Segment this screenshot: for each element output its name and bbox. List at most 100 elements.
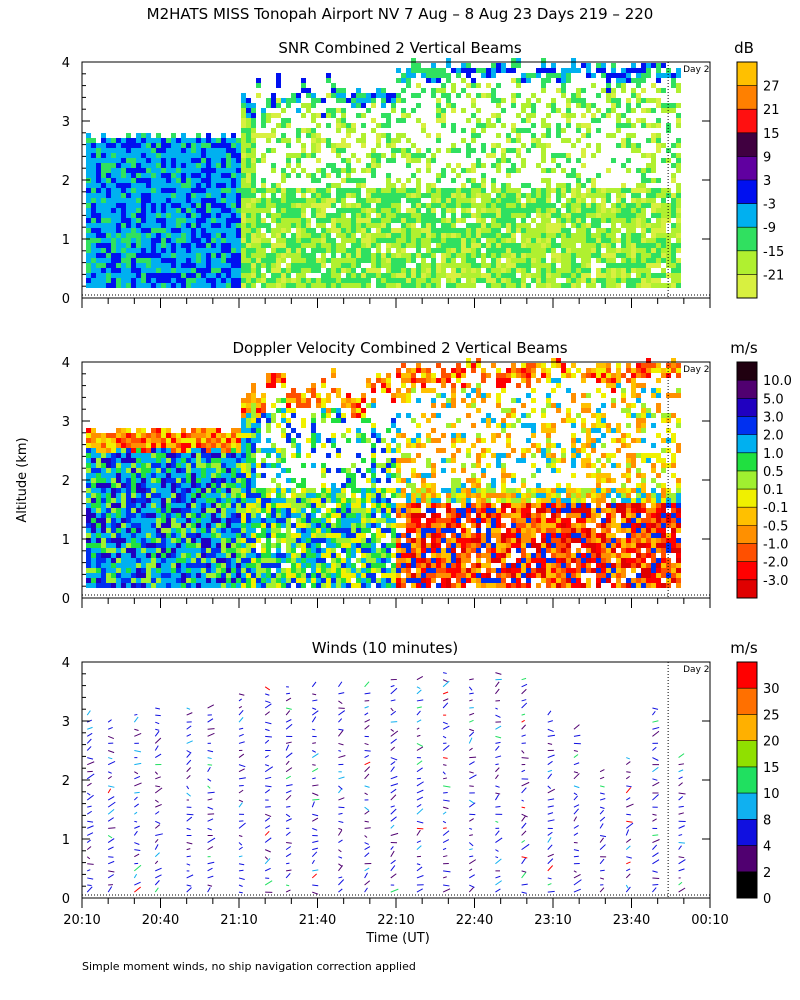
data-cell [501, 98, 506, 103]
data-cell [191, 568, 196, 573]
data-cell [116, 528, 121, 533]
data-cell [116, 228, 121, 233]
data-cell [91, 518, 96, 523]
data-cell [406, 153, 411, 158]
data-cell [126, 483, 131, 488]
data-cell [241, 143, 246, 148]
data-cell [231, 163, 236, 168]
data-cell [411, 93, 416, 98]
data-cell [261, 123, 266, 128]
data-cell [401, 73, 406, 78]
data-cell [426, 158, 431, 163]
data-cell [586, 243, 591, 248]
data-cell [376, 163, 381, 168]
data-cell [156, 493, 161, 498]
data-cell [211, 428, 216, 433]
data-cell [481, 243, 486, 248]
data-cell [86, 428, 91, 433]
data-cell [221, 283, 226, 288]
data-cell [586, 223, 591, 228]
data-cell [211, 268, 216, 273]
data-cell [621, 213, 626, 218]
data-cell [206, 498, 211, 503]
data-cell [416, 268, 421, 273]
data-cell [141, 248, 146, 253]
data-cell [486, 118, 491, 123]
data-cell [281, 108, 286, 113]
data-cell [91, 583, 96, 588]
data-cell [131, 453, 136, 458]
data-cell [101, 533, 106, 538]
data-cell [321, 258, 326, 263]
data-cell [656, 223, 661, 228]
data-cell [311, 423, 316, 428]
data-cell [241, 203, 246, 208]
data-cell [326, 123, 331, 128]
data-cell [216, 188, 221, 193]
data-cell [306, 263, 311, 268]
data-cell [496, 268, 501, 273]
data-cell [316, 203, 321, 208]
data-cell [171, 568, 176, 573]
data-cell [266, 523, 271, 528]
data-cell [316, 178, 321, 183]
data-cell [466, 263, 471, 268]
data-cell [416, 168, 421, 173]
data-cell [221, 488, 226, 493]
data-cell [411, 173, 416, 178]
data-cell [406, 273, 411, 278]
data-cell [496, 208, 501, 213]
data-cell [316, 508, 321, 513]
data-cell [491, 233, 496, 238]
data-cell [276, 123, 281, 128]
data-cell [206, 493, 211, 498]
data-cell [231, 428, 236, 433]
data-cell [361, 218, 366, 223]
data-cell [281, 503, 286, 508]
data-cell [171, 443, 176, 448]
data-cell [116, 198, 121, 203]
data-cell [361, 253, 366, 258]
data-cell [181, 578, 186, 583]
data-cell [271, 203, 276, 208]
data-cell [126, 283, 131, 288]
data-cell [621, 138, 626, 143]
data-cell [211, 483, 216, 488]
data-cell [136, 208, 141, 213]
data-cell [306, 558, 311, 563]
data-cell [126, 578, 131, 583]
data-cell [251, 413, 256, 418]
data-cell [226, 248, 231, 253]
data-cell [501, 233, 506, 238]
data-cell [236, 153, 241, 158]
data-cell [231, 438, 236, 443]
data-cell [181, 543, 186, 548]
data-cell [321, 138, 326, 143]
data-cell [161, 163, 166, 168]
data-cell [501, 273, 506, 278]
data-cell [171, 193, 176, 198]
data-cell [511, 213, 516, 218]
data-cell [581, 88, 586, 93]
data-cell [171, 163, 176, 168]
data-cell [451, 213, 456, 218]
data-cell [341, 203, 346, 208]
data-cell [301, 563, 306, 568]
data-cell [201, 178, 206, 183]
data-cell [131, 248, 136, 253]
data-cell [351, 193, 356, 198]
data-cell [216, 463, 221, 468]
data-cell [141, 583, 146, 588]
data-cell [601, 238, 606, 243]
colorbar-swatch [737, 274, 757, 299]
data-cell [196, 453, 201, 458]
data-cell [181, 458, 186, 463]
data-cell [626, 258, 631, 263]
data-cell [101, 218, 106, 223]
data-cell [646, 273, 651, 278]
data-cell [516, 188, 521, 193]
data-cell [271, 583, 276, 588]
data-cell [146, 183, 151, 188]
data-cell [671, 143, 676, 148]
data-cell [206, 503, 211, 508]
